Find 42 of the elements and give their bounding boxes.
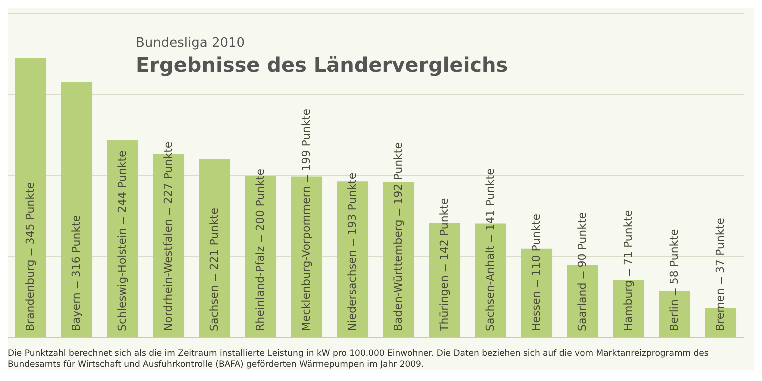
x-tick-label: Brandenburg	[24, 260, 37, 332]
text: Die Punktzahl berechnet sich als die im Zeitraum installierte Leistung in kW pro 100.000 Einwohner. Die Daten beziehen sich auf die vom Marktanreizprogramm des Bundesamts für Wirtschaft und Ausfuhrkontrolle (BAFA) geförderten Wärmepumpen im Jahr 2009.	[8, 348, 710, 370]
data-label: 142 Punkte	[438, 198, 451, 261]
data-label: 90 Punkte	[576, 212, 589, 268]
x-tick-label: Mecklenburg-Vorpommern	[300, 186, 313, 332]
x-tick-label: Niedersachsen	[346, 250, 359, 332]
x-tick-label: Rheinland-Pfalz	[254, 246, 267, 332]
bar	[567, 265, 599, 338]
bar	[659, 291, 691, 338]
x-tick-label: Baden-Württemberg	[392, 220, 405, 332]
x-tick-label: Bremen	[714, 288, 727, 332]
data-label: 199 Punkte	[300, 108, 313, 172]
x-tick-label: Schleswig-Holstein	[116, 228, 129, 332]
bar	[61, 82, 93, 338]
data-label: 193 Punkte	[346, 172, 359, 236]
data-label: 110 Punkte	[530, 214, 543, 276]
bar	[15, 58, 47, 338]
data-label: 141 Punkte	[484, 168, 497, 231]
data-label: 200 Punkte	[254, 168, 267, 232]
data-label: 58 Punkte	[668, 229, 681, 285]
x-tick-label: Nordrhein-Westfalen	[162, 219, 175, 332]
chart-title: Ergebnisse des Ländervergleichs	[136, 53, 508, 77]
bar	[107, 140, 139, 338]
bar	[199, 158, 231, 338]
x-tick-label: Thüringen	[438, 276, 451, 332]
chart-subtitle: Bundesliga 2010	[136, 36, 246, 51]
data-label: 244 Punkte	[116, 150, 129, 214]
x-tick-label: Sachsen	[208, 285, 221, 332]
data-label: 71 Punkte	[622, 210, 635, 266]
data-label: 316 Punkte	[70, 215, 83, 278]
x-tick-label: Sachsen-Anhalt	[484, 245, 497, 332]
data-label: 221 Punkte	[208, 208, 221, 270]
bar	[383, 182, 415, 338]
x-tick-label: Hessen	[530, 291, 543, 332]
x-tick-label: Saarland	[576, 282, 589, 332]
x-tick-label: Berlin	[668, 300, 681, 332]
data-label: 345 Punkte	[24, 182, 37, 245]
x-tick-label: Bayern	[70, 292, 83, 332]
data-label: 192 Punkte	[392, 142, 405, 205]
data-label: 227 Punkte	[162, 142, 175, 204]
data-label: 37 Punkte	[714, 218, 727, 274]
x-tick-label: Hamburg	[622, 280, 635, 332]
